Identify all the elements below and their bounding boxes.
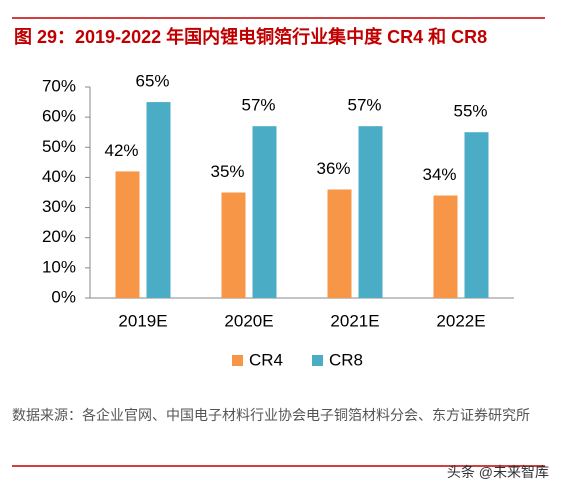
bar xyxy=(252,126,277,298)
legend-swatch xyxy=(312,355,323,366)
source-note: 数据来源：各企业官网、中国电子材料行业协会电子铜箔材料分会、东方证券研究所 xyxy=(12,407,530,423)
legend-swatch xyxy=(232,355,243,366)
watermark: 头条 @未来智库 xyxy=(446,464,549,480)
y-tick-label: 60% xyxy=(42,107,76,126)
bar xyxy=(464,132,489,298)
bar xyxy=(115,171,140,298)
y-tick-label: 30% xyxy=(42,197,76,216)
x-tick-label: 2021E xyxy=(330,311,379,330)
value-label: 57% xyxy=(347,96,381,115)
chart-title: 图 29：2019-2022 年国内锂电铜箔行业集中度 CR4 和 CR8 xyxy=(14,26,487,47)
value-label: 34% xyxy=(422,165,456,184)
value-label: 55% xyxy=(453,102,487,121)
bar xyxy=(358,126,383,298)
value-label: 35% xyxy=(210,162,244,181)
x-tick-label: 2019E xyxy=(118,311,167,330)
x-tick-label: 2020E xyxy=(224,311,273,330)
legend-label: CR4 xyxy=(249,350,283,369)
y-tick-label: 10% xyxy=(42,257,76,276)
bar xyxy=(433,195,458,298)
x-tick-label: 2022E xyxy=(436,311,485,330)
y-tick-label: 0% xyxy=(51,287,76,306)
y-tick-label: 40% xyxy=(42,167,76,186)
value-label: 42% xyxy=(104,141,138,160)
bar xyxy=(327,189,352,298)
bar xyxy=(221,192,246,298)
legend-label: CR8 xyxy=(329,350,363,369)
value-label: 57% xyxy=(241,96,275,115)
bar xyxy=(146,102,171,298)
value-label: 36% xyxy=(316,159,350,178)
y-tick-label: 20% xyxy=(42,227,76,246)
value-label: 65% xyxy=(135,72,169,91)
y-tick-label: 70% xyxy=(42,76,76,95)
y-tick-label: 50% xyxy=(42,137,76,156)
